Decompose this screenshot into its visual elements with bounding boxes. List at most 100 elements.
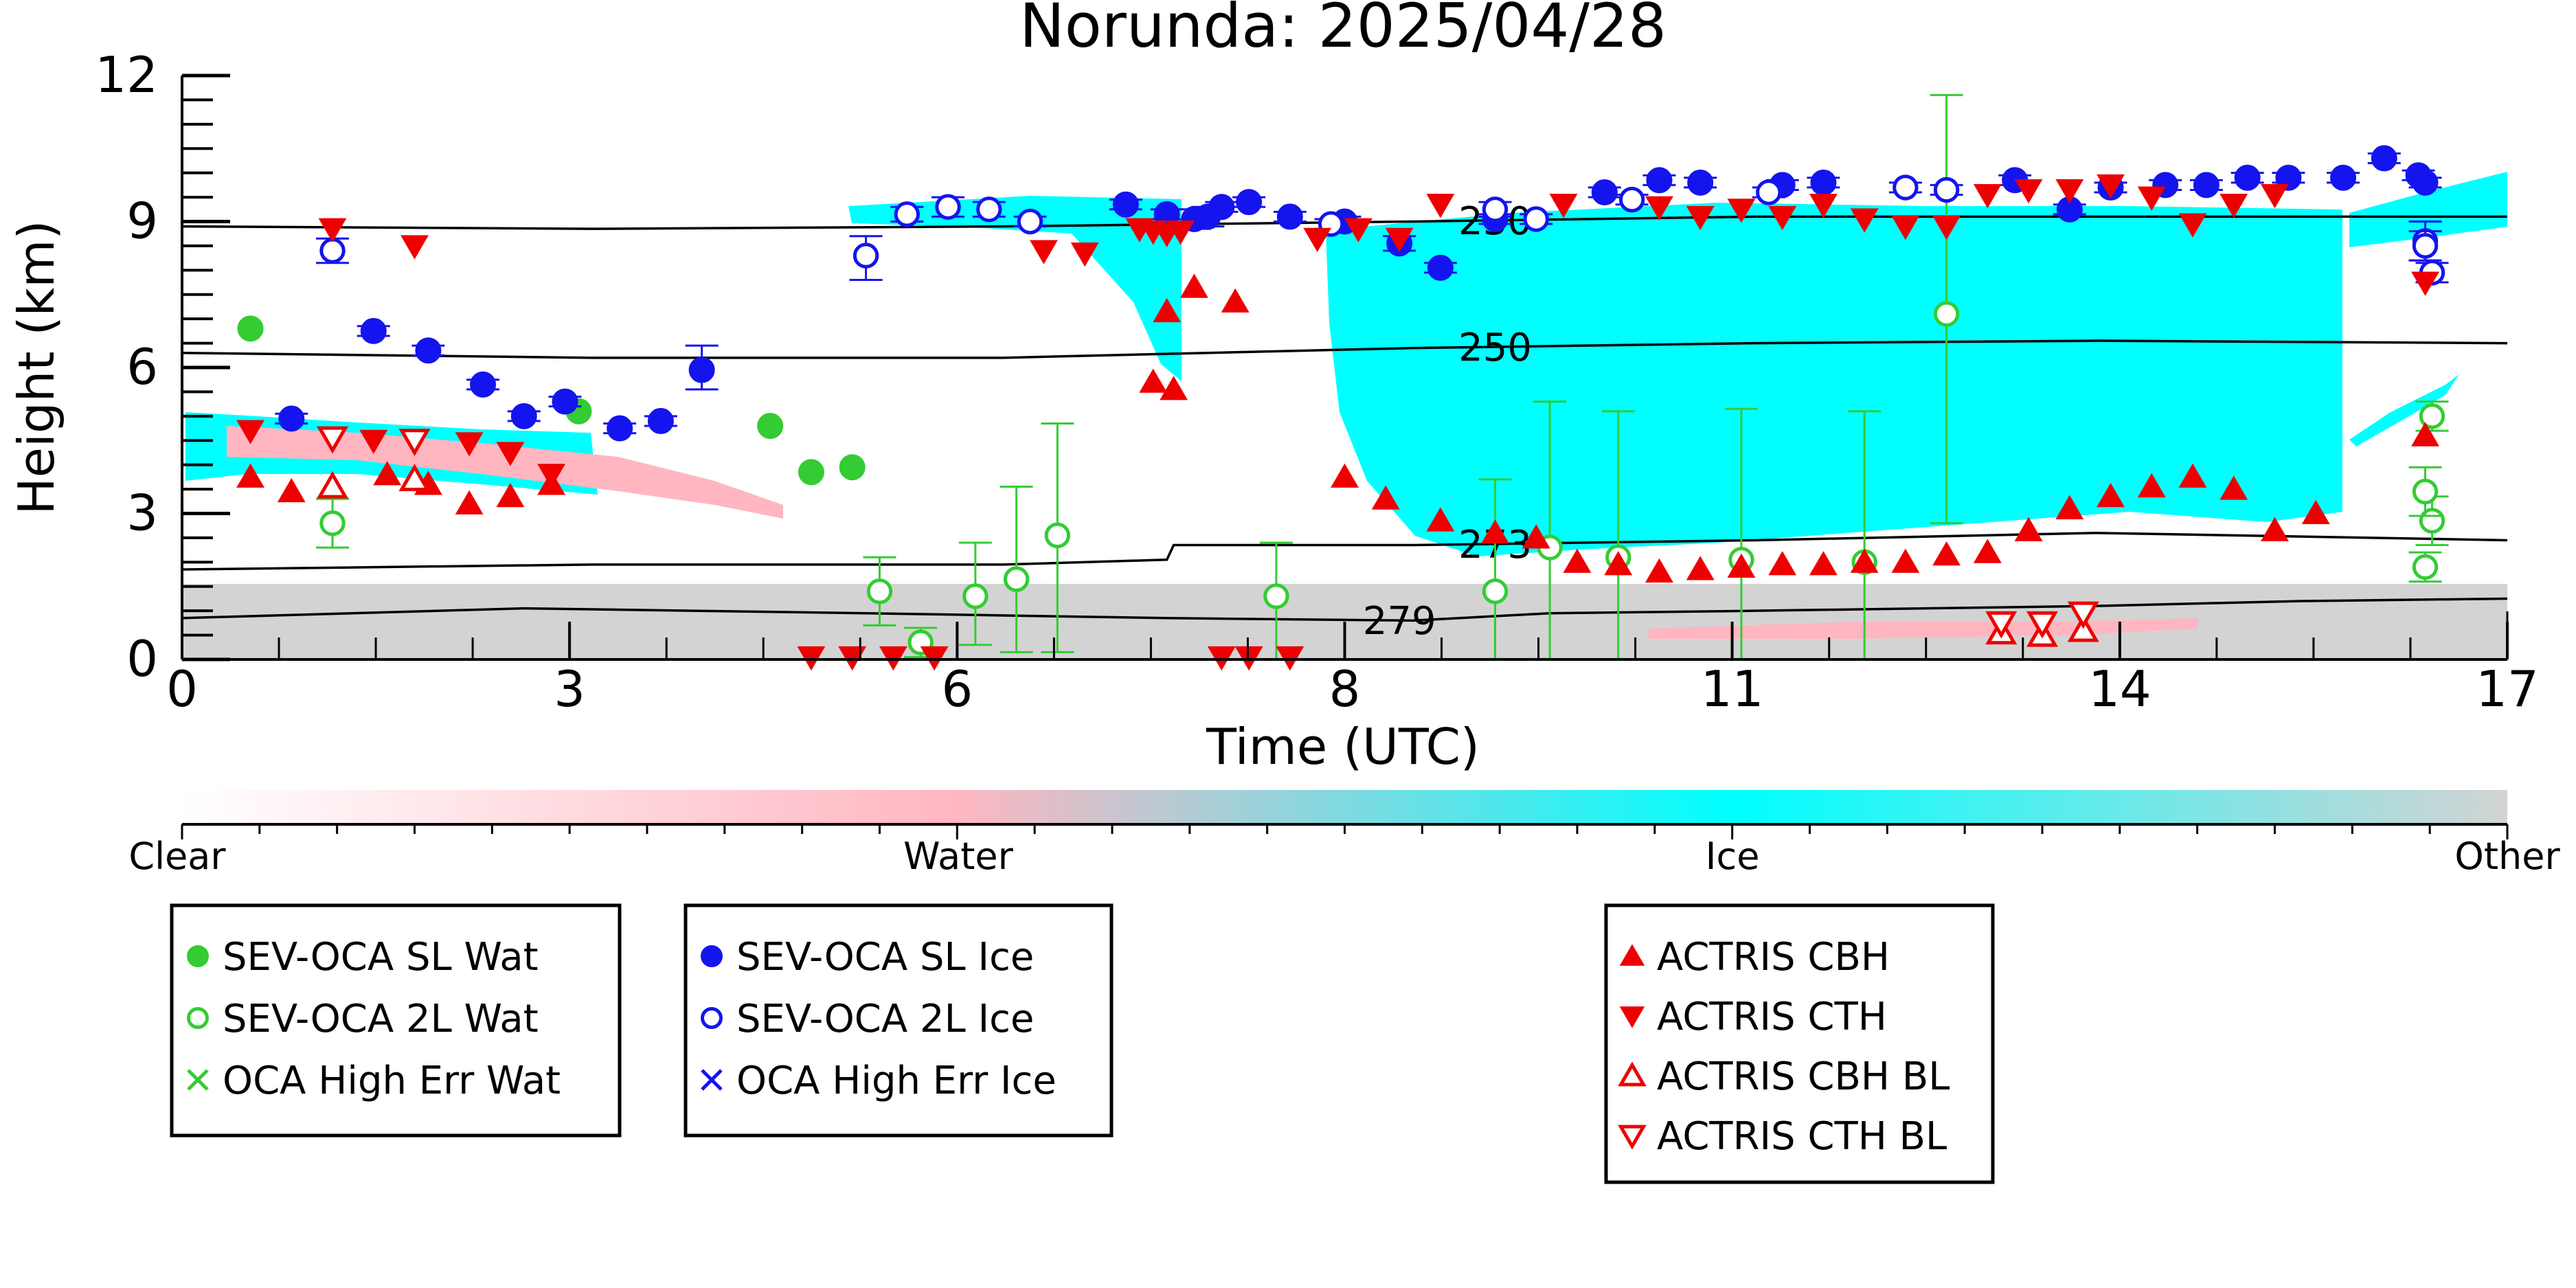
data-point — [1153, 297, 1182, 323]
legend-box-water — [170, 903, 622, 1138]
data-point — [1166, 221, 1195, 245]
data-point — [852, 242, 879, 269]
data-point — [2219, 475, 2248, 500]
data-point — [236, 463, 264, 488]
legend-marker — [187, 945, 209, 967]
data-point — [798, 459, 824, 486]
data-point — [2193, 172, 2219, 199]
data-point — [1933, 177, 1960, 203]
data-point — [1645, 196, 1673, 221]
y-axis-ticks: 0 3 6 9 12 — [95, 46, 230, 688]
colorbar-ticks — [181, 824, 2509, 839]
data-point — [962, 583, 988, 609]
data-point — [688, 357, 715, 383]
data-point — [237, 315, 264, 342]
data-point — [2067, 601, 2099, 629]
data-point — [2014, 517, 2043, 541]
data-point — [1591, 179, 1618, 205]
legend-marker — [1618, 1125, 1647, 1150]
data-point — [277, 477, 306, 503]
data-point — [373, 461, 402, 486]
data-point — [1482, 578, 1509, 605]
legend-entries: SEV-OCA SL Wat SEV-OCA 2L Wat OCA High Err… — [187, 935, 1950, 1159]
x-tick-label: 17 — [2476, 660, 2539, 718]
data-point — [1208, 194, 1235, 221]
data-point — [2330, 164, 2357, 191]
data-point — [2097, 174, 2125, 199]
x-tick-label: 11 — [1701, 660, 1764, 718]
data-point — [537, 464, 566, 488]
data-point — [2371, 145, 2397, 172]
data-point — [1385, 227, 1414, 253]
x-tick-label: 0 — [166, 660, 198, 718]
ice-cloud-region-top — [848, 196, 1182, 381]
data-point — [470, 371, 497, 398]
data-point — [2261, 517, 2289, 541]
legend-marker — [701, 1007, 723, 1029]
data-point — [2137, 186, 2166, 211]
data-point — [2261, 184, 2289, 209]
data-point — [2411, 422, 2439, 447]
legend-marker — [187, 1007, 209, 1029]
data-point — [2067, 614, 2099, 642]
series-sev-oca-sl-ice — [275, 145, 2442, 442]
legend-label: OCA High Err Wat — [223, 1059, 561, 1103]
data-point — [415, 337, 442, 364]
data-point — [2419, 403, 2445, 429]
x-axis-ticks: 0 3 6 8 11 14 17 — [166, 622, 2539, 718]
colorbar — [182, 790, 2507, 824]
legend-label: ACTRIS CBH BL — [1657, 1054, 1950, 1099]
data-point — [1645, 558, 1673, 583]
data-point — [1236, 189, 1263, 216]
data-point — [2014, 179, 2043, 204]
data-point — [2219, 194, 2248, 218]
data-point — [318, 218, 347, 242]
data-markers — [236, 93, 2449, 671]
data-point — [2412, 554, 2439, 580]
data-point — [1426, 507, 1455, 532]
data-point — [1893, 174, 1919, 201]
x-tick-label: 8 — [1329, 660, 1361, 718]
data-point — [1180, 273, 1208, 298]
ice-cloud-region-topright — [2349, 172, 2507, 247]
legend-marker — [187, 1069, 209, 1091]
colorbar-label-clear: Clear — [128, 835, 226, 878]
data-point — [1809, 194, 1838, 218]
data-point — [1768, 205, 1797, 231]
data-point — [316, 426, 349, 454]
data-point — [496, 442, 525, 466]
data-point — [2026, 611, 2059, 639]
data-point — [1973, 184, 2002, 209]
data-point — [1017, 208, 1043, 235]
legend-marker — [1619, 1006, 1645, 1028]
marker-x-stroke — [701, 1069, 723, 1091]
data-point — [1686, 205, 1715, 231]
data-point — [1549, 194, 1578, 218]
data-point — [236, 420, 264, 444]
series-actris-cth-bl — [316, 426, 2099, 639]
data-point — [398, 429, 431, 457]
x-tick-label: 14 — [2088, 660, 2151, 718]
data-point — [400, 235, 429, 260]
data-point — [359, 429, 388, 455]
data-point — [2234, 164, 2261, 191]
data-point — [1160, 376, 1188, 400]
data-point — [360, 317, 387, 344]
y-tick-label: 6 — [126, 338, 158, 396]
isotherm-line — [182, 597, 2507, 622]
data-point — [1932, 541, 1961, 566]
data-point — [398, 464, 431, 491]
data-point — [1427, 254, 1454, 281]
data-point — [1344, 218, 1372, 242]
data-point — [1482, 196, 1509, 223]
ice-cloud-region-right — [2349, 374, 2459, 447]
y-tick-label: 12 — [95, 46, 158, 104]
y-axis-label: Height (km) — [8, 221, 65, 515]
data-point — [1646, 167, 1673, 194]
ice-cloud-region-main — [1326, 203, 2342, 556]
y-tick-label: 9 — [126, 192, 158, 250]
data-point — [1263, 583, 1289, 609]
data-point — [1973, 539, 2002, 563]
data-point — [552, 388, 578, 415]
